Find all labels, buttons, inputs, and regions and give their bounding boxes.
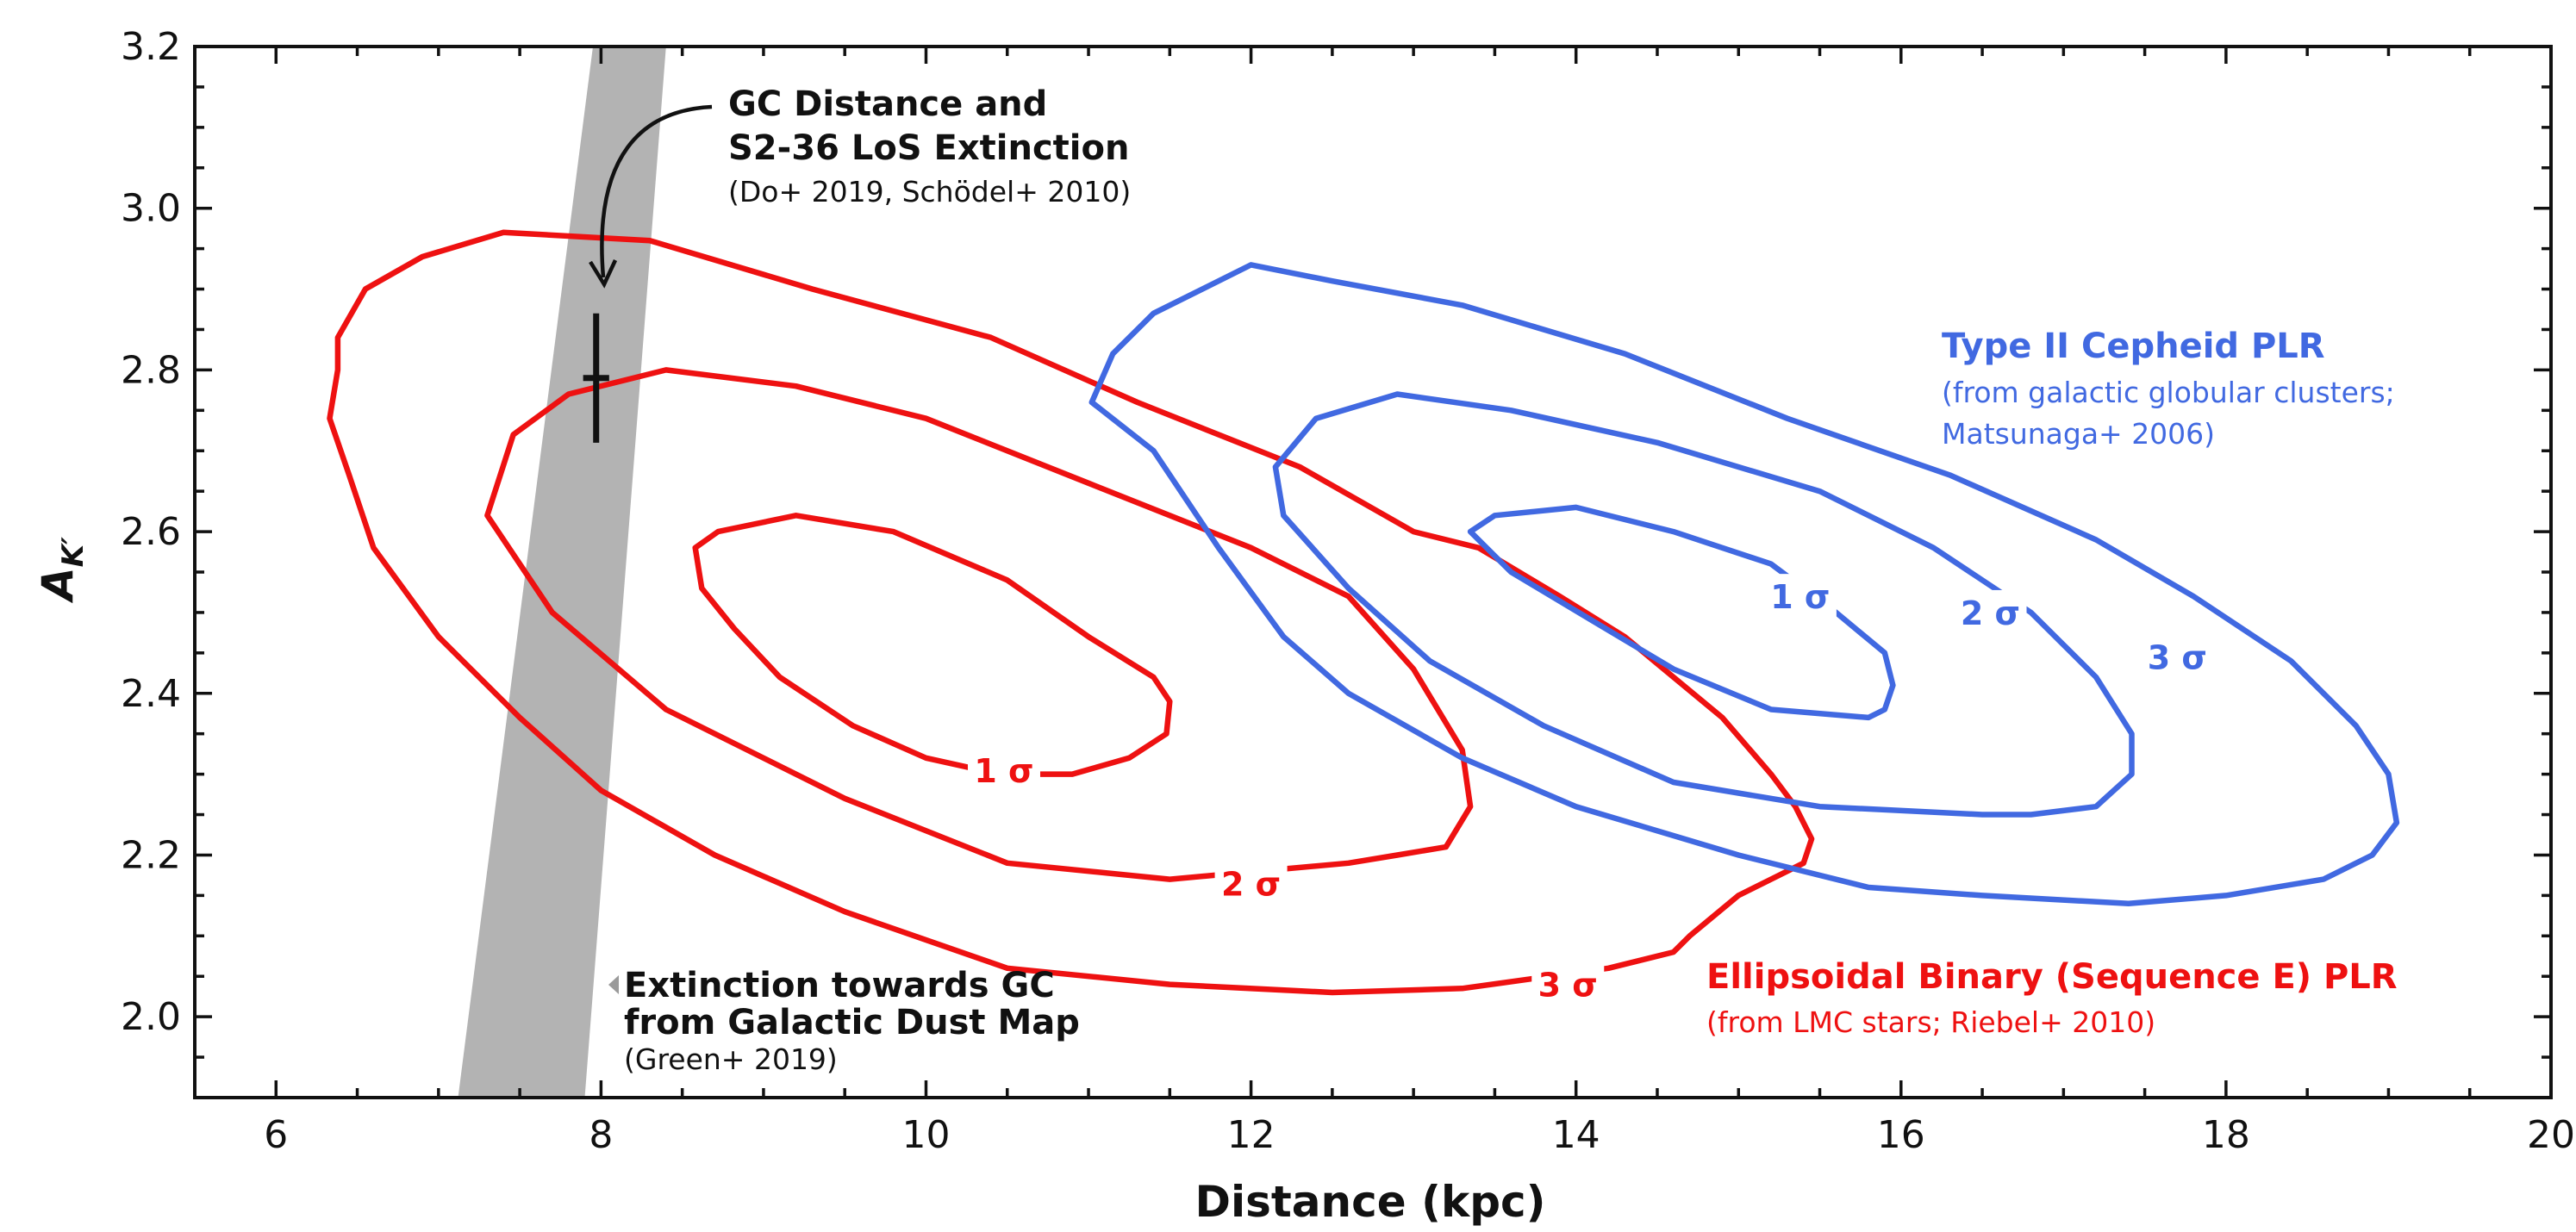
cepheid-contour-label-bg xyxy=(1954,589,2027,633)
y-tick-label: 2.0 xyxy=(121,995,181,1039)
band-annotation-marker xyxy=(608,975,619,994)
y-axis-title-symbol: A xyxy=(33,567,83,604)
band-annotation-title-line-2: from Galactic Dust Map xyxy=(624,1003,1080,1042)
x-tick-label: 10 xyxy=(901,1113,950,1157)
tick-labels: 6 8 10 12 14 16 18 20 2.0 2.2 2.4 2.6 2.8 3.0 3.2 xyxy=(121,25,2575,1157)
x-tick-label: 18 xyxy=(2202,1113,2250,1157)
ebinary-contour-label-bg xyxy=(1214,861,1288,905)
band-annotation: Extinction towards GC from Galactic Dust… xyxy=(608,966,1080,1076)
contour-label-layer: 1 σ 2 σ 3 σ 1 σ 2 σ 3 σ xyxy=(967,574,2214,1005)
ebinary-annotation-title: Ellipsoidal Binary (Sequence E) PLR xyxy=(1706,957,2398,997)
x-tick-label: 20 xyxy=(2527,1113,2575,1157)
cepheid-contour-2sigma xyxy=(1272,391,2135,818)
ebinary-contour-label-1sigma: 1 σ xyxy=(974,752,1033,790)
cepheid-contour-1sigma xyxy=(1467,504,1896,721)
ebinary-annotation: Ellipsoidal Binary (Sequence E) PLR (fro… xyxy=(1706,957,2398,1039)
extinction-band xyxy=(458,47,666,1098)
cepheid-annotation-title: Type II Cepheid PLR xyxy=(1942,327,2325,366)
x-tick-label: 16 xyxy=(1877,1113,1925,1157)
gc-annotation-source: (Do+ 2019, Schödel+ 2010) xyxy=(728,175,1131,208)
y-axis-title-subscript: K′ xyxy=(56,537,90,567)
gc-annotation-title-line-2: S2-36 LoS Extinction xyxy=(728,128,1129,168)
cepheid-contour-label-2sigma: 2 σ xyxy=(1961,594,2020,632)
y-tick-label: 3.0 xyxy=(121,187,181,231)
cepheid-contour-label-1sigma: 1 σ xyxy=(1770,578,1830,616)
y-axis-title: AK′ xyxy=(33,537,90,604)
gc-measurement-point xyxy=(583,313,609,443)
gc-annotation: GC Distance and S2-36 LoS Extinction (Do… xyxy=(589,84,1131,289)
band-annotation-title-line-1: Extinction towards GC xyxy=(624,966,1055,1005)
band-annotation-source: (Green+ 2019) xyxy=(624,1042,838,1076)
cepheid-annotation: Type II Cepheid PLR (from galactic globu… xyxy=(1942,327,2395,451)
cepheid-annotation-source-line-2: Matsunaga+ 2006) xyxy=(1942,417,2215,451)
ebinary-contour-label-2sigma: 2 σ xyxy=(1221,865,1281,903)
ebinary-annotation-source: (from LMC stars; Riebel+ 2010) xyxy=(1706,1005,2155,1039)
ebinary-contour-1sigma xyxy=(692,513,1173,777)
ebinary-contour-label-bg xyxy=(967,747,1040,791)
x-tick-label: 12 xyxy=(1227,1113,1276,1157)
y-tick-label: 2.2 xyxy=(121,833,181,877)
x-axis-title: Distance (kpc) xyxy=(1195,1177,1546,1227)
gc-annotation-arrowhead xyxy=(589,259,618,289)
cepheid-annotation-source-line-1: (from galactic globular clusters; xyxy=(1942,376,2395,409)
cepheid-contour-label-bg xyxy=(2141,634,2214,678)
y-tick-label: 2.6 xyxy=(121,510,181,554)
plot-area: 1 σ 2 σ 3 σ 1 σ 2 σ 3 σ xyxy=(327,47,2400,1098)
ebinary-contour-label-3sigma: 3 σ xyxy=(1538,967,1598,1005)
gc-annotation-title-line-1: GC Distance and xyxy=(728,84,1047,124)
x-tick-label: 14 xyxy=(1552,1113,1600,1157)
contour-layer xyxy=(327,229,2400,996)
ebinary-contour-label-bg xyxy=(1531,961,1605,1005)
x-tick-label: 6 xyxy=(264,1113,288,1157)
cepheid-contour-label-3sigma: 3 σ xyxy=(2148,639,2207,677)
y-tick-label: 2.4 xyxy=(121,672,181,716)
gc-annotation-arrow xyxy=(600,104,713,278)
cepheid-contour-label-bg xyxy=(1763,574,1837,618)
ebinary-contour-3sigma xyxy=(327,229,1815,996)
y-tick-label: 2.8 xyxy=(121,348,181,392)
plot-frame xyxy=(193,45,2553,1099)
ebinary-contour-2sigma xyxy=(484,367,1474,882)
x-tick-label: 8 xyxy=(589,1113,613,1157)
cepheid-contour-3sigma xyxy=(1088,262,2400,907)
y-tick-label: 3.2 xyxy=(121,25,181,69)
